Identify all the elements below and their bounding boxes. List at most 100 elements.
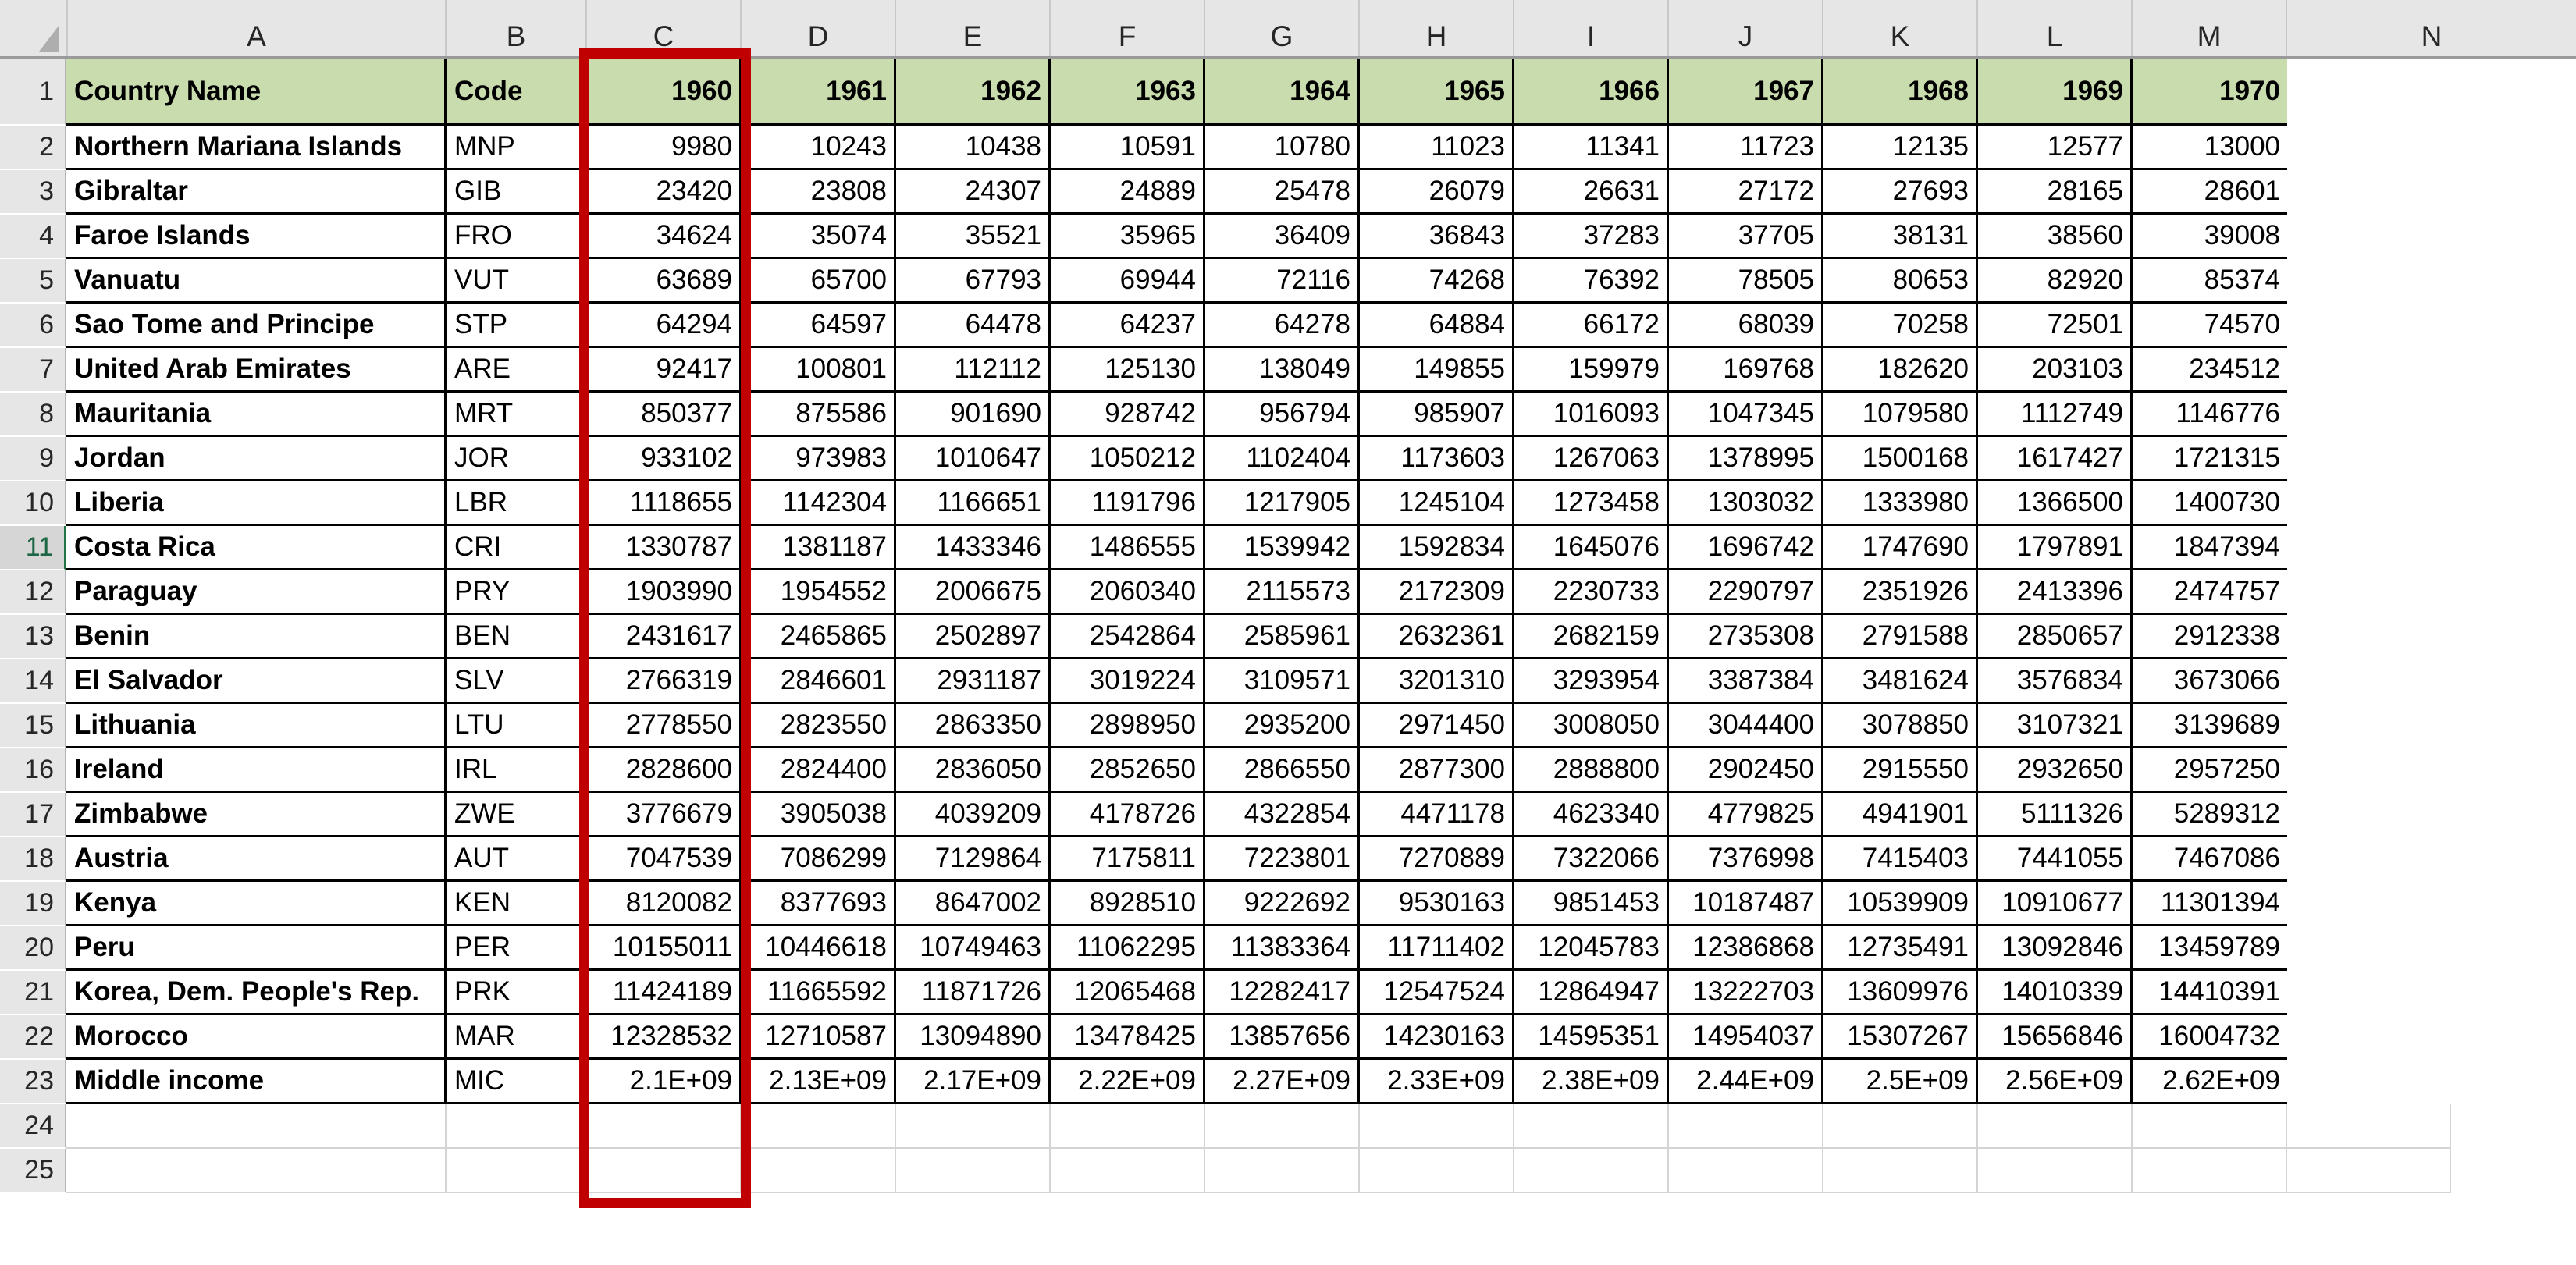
empty-cell-b24[interactable] bbox=[447, 1104, 587, 1149]
cell-value-d18[interactable]: 7086299 bbox=[742, 837, 896, 882]
cell-value-g14[interactable]: 3109571 bbox=[1205, 659, 1360, 704]
cell-value-f23[interactable]: 2.22E+09 bbox=[1051, 1060, 1205, 1104]
column-header-n[interactable]: N bbox=[2287, 0, 2576, 56]
row-header-17[interactable]: 17 bbox=[0, 793, 66, 837]
cell-value-h15[interactable]: 2971450 bbox=[1360, 704, 1514, 748]
cell-country-code[interactable]: LBR bbox=[447, 481, 587, 526]
cell-country-code[interactable]: GIB bbox=[447, 170, 587, 215]
cell-value-i22[interactable]: 14595351 bbox=[1514, 1015, 1669, 1060]
cell-country-code[interactable]: STP bbox=[447, 304, 587, 348]
row-header-23[interactable]: 23 bbox=[0, 1060, 66, 1104]
cell-country-code[interactable]: IRL bbox=[447, 748, 587, 793]
cell-value-m11[interactable]: 1847394 bbox=[2133, 526, 2287, 570]
cell-country-name[interactable]: Gibraltar bbox=[66, 170, 447, 215]
cell-value-i13[interactable]: 2682159 bbox=[1514, 615, 1669, 659]
cell-value-k18[interactable]: 7415403 bbox=[1823, 837, 1978, 882]
cell-value-h19[interactable]: 9530163 bbox=[1360, 882, 1514, 926]
header-cell-d1[interactable]: 1961 bbox=[742, 59, 896, 126]
empty-cell-i25[interactable] bbox=[1514, 1149, 1669, 1193]
header-cell-a1[interactable]: Country Name bbox=[66, 59, 447, 126]
cell-value-d14[interactable]: 2846601 bbox=[742, 659, 896, 704]
table-row[interactable]: 22 Morocco MAR 12328532 12710587 13094890 1347… bbox=[0, 1015, 2576, 1060]
table-row[interactable]: 14 El Salvador SLV 2766319 2846601 2931187 301… bbox=[0, 659, 2576, 704]
cell-value-e2[interactable]: 10438 bbox=[896, 126, 1051, 170]
cell-value-k13[interactable]: 2791588 bbox=[1823, 615, 1978, 659]
cell-value-h5[interactable]: 74268 bbox=[1360, 259, 1514, 304]
cell-country-name[interactable]: Middle income bbox=[66, 1060, 447, 1104]
cell-country-code[interactable]: KEN bbox=[447, 882, 587, 926]
cell-value-e18[interactable]: 7129864 bbox=[896, 837, 1051, 882]
cell-country-name[interactable]: Lithuania bbox=[66, 704, 447, 748]
cell-value-m15[interactable]: 3139689 bbox=[2133, 704, 2287, 748]
cell-value-i8[interactable]: 1016093 bbox=[1514, 393, 1669, 437]
cell-value-l23[interactable]: 2.56E+09 bbox=[1978, 1060, 2133, 1104]
cell-value-l6[interactable]: 72501 bbox=[1978, 304, 2133, 348]
empty-cell-c25[interactable] bbox=[587, 1149, 742, 1193]
cell-value-j14[interactable]: 3387384 bbox=[1669, 659, 1823, 704]
empty-cell-k25[interactable] bbox=[1823, 1149, 1978, 1193]
cell-value-k7[interactable]: 182620 bbox=[1823, 348, 1978, 393]
table-row[interactable]: 23 Middle income MIC 2.1E+09 2.13E+09 2.17E+0… bbox=[0, 1060, 2576, 1104]
table-row[interactable]: 15 Lithuania LTU 2778550 2823550 2863350 28989… bbox=[0, 704, 2576, 748]
cell-value-f15[interactable]: 2898950 bbox=[1051, 704, 1205, 748]
cell-value-c16[interactable]: 2828600 bbox=[587, 748, 742, 793]
cell-value-e10[interactable]: 1166651 bbox=[896, 481, 1051, 526]
column-header-f[interactable]: F bbox=[1051, 0, 1205, 56]
cell-value-c8[interactable]: 850377 bbox=[587, 393, 742, 437]
cell-value-k16[interactable]: 2915550 bbox=[1823, 748, 1978, 793]
cell-value-c15[interactable]: 2778550 bbox=[587, 704, 742, 748]
cell-value-k5[interactable]: 80653 bbox=[1823, 259, 1978, 304]
cell-country-code[interactable]: PRY bbox=[447, 570, 587, 615]
empty-cell-h25[interactable] bbox=[1360, 1149, 1514, 1193]
cell-value-l13[interactable]: 2850657 bbox=[1978, 615, 2133, 659]
cell-country-code[interactable]: MRT bbox=[447, 393, 587, 437]
cell-value-c6[interactable]: 64294 bbox=[587, 304, 742, 348]
cell-value-m4[interactable]: 39008 bbox=[2133, 215, 2287, 259]
cell-value-i7[interactable]: 159979 bbox=[1514, 348, 1669, 393]
row-header-12[interactable]: 12 bbox=[0, 570, 66, 615]
column-header-h[interactable]: H bbox=[1360, 0, 1514, 56]
cell-country-name[interactable]: United Arab Emirates bbox=[66, 348, 447, 393]
empty-cell-l24[interactable] bbox=[1978, 1104, 2133, 1149]
cell-value-m18[interactable]: 7467086 bbox=[2133, 837, 2287, 882]
cell-value-k11[interactable]: 1747690 bbox=[1823, 526, 1978, 570]
cell-value-f17[interactable]: 4178726 bbox=[1051, 793, 1205, 837]
cell-country-name[interactable]: Peru bbox=[66, 926, 447, 971]
cell-value-m12[interactable]: 2474757 bbox=[2133, 570, 2287, 615]
header-cell-e1[interactable]: 1962 bbox=[896, 59, 1051, 126]
cell-value-f12[interactable]: 2060340 bbox=[1051, 570, 1205, 615]
cell-value-c5[interactable]: 63689 bbox=[587, 259, 742, 304]
row-header-3[interactable]: 3 bbox=[0, 170, 66, 215]
cell-value-i3[interactable]: 26631 bbox=[1514, 170, 1669, 215]
cell-value-l22[interactable]: 15656846 bbox=[1978, 1015, 2133, 1060]
cell-country-code[interactable]: FRO bbox=[447, 215, 587, 259]
row-header-22[interactable]: 22 bbox=[0, 1015, 66, 1060]
cell-value-d12[interactable]: 1954552 bbox=[742, 570, 896, 615]
cell-value-k8[interactable]: 1079580 bbox=[1823, 393, 1978, 437]
row-header-15[interactable]: 15 bbox=[0, 704, 66, 748]
cell-value-e19[interactable]: 8647002 bbox=[896, 882, 1051, 926]
empty-cell-n25[interactable] bbox=[2287, 1149, 2451, 1193]
cell-value-g17[interactable]: 4322854 bbox=[1205, 793, 1360, 837]
cell-value-m16[interactable]: 2957250 bbox=[2133, 748, 2287, 793]
cell-value-l9[interactable]: 1617427 bbox=[1978, 437, 2133, 481]
cell-country-name[interactable]: El Salvador bbox=[66, 659, 447, 704]
table-row[interactable]: 7 United Arab Emirates ARE 92417 100801 11211… bbox=[0, 348, 2576, 393]
cell-value-k22[interactable]: 15307267 bbox=[1823, 1015, 1978, 1060]
cell-value-k14[interactable]: 3481624 bbox=[1823, 659, 1978, 704]
table-row[interactable]: 17 Zimbabwe ZWE 3776679 3905038 4039209 417872… bbox=[0, 793, 2576, 837]
empty-cell-l25[interactable] bbox=[1978, 1149, 2133, 1193]
cell-value-c13[interactable]: 2431617 bbox=[587, 615, 742, 659]
cell-country-code[interactable]: MNP bbox=[447, 126, 587, 170]
row-header-6[interactable]: 6 bbox=[0, 304, 66, 348]
cell-value-c18[interactable]: 7047539 bbox=[587, 837, 742, 882]
empty-cell-a24[interactable] bbox=[66, 1104, 447, 1149]
cell-value-l19[interactable]: 10910677 bbox=[1978, 882, 2133, 926]
cell-value-d11[interactable]: 1381187 bbox=[742, 526, 896, 570]
empty-cell-e24[interactable] bbox=[896, 1104, 1051, 1149]
cell-value-k17[interactable]: 4941901 bbox=[1823, 793, 1978, 837]
cell-value-i11[interactable]: 1645076 bbox=[1514, 526, 1669, 570]
cell-value-j19[interactable]: 10187487 bbox=[1669, 882, 1823, 926]
row-header-24[interactable]: 24 bbox=[0, 1104, 66, 1149]
table-row[interactable]: 19 Kenya KEN 8120082 8377693 8647002 8928510 92… bbox=[0, 882, 2576, 926]
